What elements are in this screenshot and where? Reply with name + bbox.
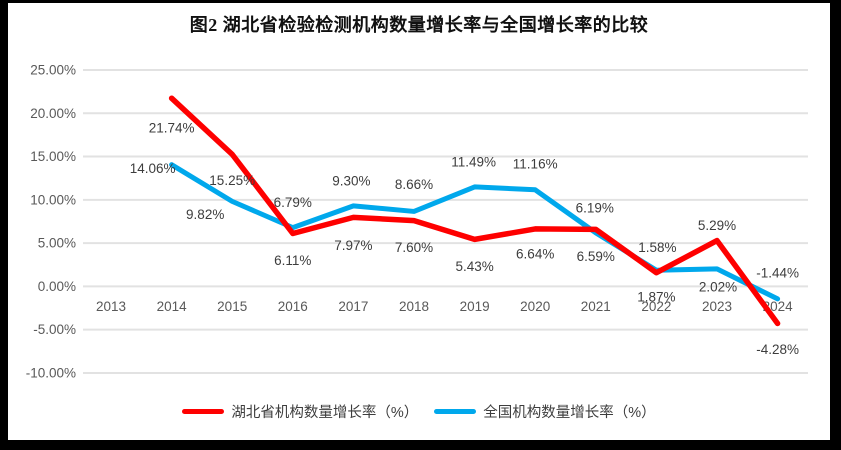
data-label: 2.02% <box>699 279 737 294</box>
data-label: 8.66% <box>395 177 433 192</box>
x-axis-tick-label: 2023 <box>702 299 732 314</box>
data-label: 6.11% <box>274 253 311 268</box>
data-label: 5.43% <box>455 259 493 274</box>
data-label: 1.87% <box>637 290 675 305</box>
legend-label-national: 全国机构数量增长率（%） <box>483 405 656 421</box>
y-axis-tick-label: -5.00% <box>33 322 76 337</box>
legend-marker-national <box>434 409 477 414</box>
y-axis-tick-label: 20.00% <box>30 106 76 121</box>
legend: 湖北省机构数量增长率（%） 全国机构数量增长率（%） <box>8 401 830 422</box>
data-label: 15.25% <box>209 173 255 188</box>
data-label: 11.16% <box>513 156 558 171</box>
legend-item-national: 全国机构数量增长率（%） <box>434 401 656 422</box>
chart-card: 图2 湖北省检验检测机构数量增长率与全国增长率的比较 25.00% 20.00% 1… <box>8 3 830 440</box>
data-label: 9.82% <box>186 207 224 222</box>
x-axis-tick-label: 2015 <box>217 299 247 314</box>
line-chart: 25.00% 20.00% 15.00% 10.00% 5.00% 0.00% -5.00%… <box>26 62 808 380</box>
data-label: 11.49% <box>451 154 496 169</box>
data-label: 6.64% <box>516 246 554 261</box>
y-axis-tick-label: 0.00% <box>38 279 76 294</box>
legend-label-hubei: 湖北省机构数量增长率（%） <box>231 405 419 421</box>
data-label: 21.74% <box>149 121 195 136</box>
data-label: 5.29% <box>698 218 736 233</box>
y-axis-tick-label: -10.00% <box>26 365 76 380</box>
data-label: 1.58% <box>638 240 676 255</box>
data-label: 7.97% <box>334 238 372 253</box>
data-label: 14.06% <box>130 161 176 176</box>
data-label: 6.79% <box>274 195 312 210</box>
x-axis-tick-label: 2013 <box>96 299 126 314</box>
x-axis-tick-label: 2021 <box>581 299 611 314</box>
chart-title: 图2 湖北省检验检测机构数量增长率与全国增长率的比较 <box>189 15 649 35</box>
data-label: -4.28% <box>756 342 799 357</box>
legend-item-hubei: 湖北省机构数量增长率（%） <box>182 401 418 422</box>
y-axis-tick-label: 5.00% <box>38 236 76 251</box>
series-line-hubei <box>168 95 781 327</box>
data-label: 6.19% <box>576 200 614 215</box>
y-axis-tick-label: 25.00% <box>30 62 76 77</box>
x-axis-tick-label: 2017 <box>338 299 368 314</box>
x-axis-tick-label: 2020 <box>520 299 550 314</box>
x-axis-tick-label: 2019 <box>460 299 490 314</box>
x-axis-tick-label: 2016 <box>278 299 308 314</box>
data-label: 7.60% <box>395 240 433 255</box>
data-label: -1.44% <box>756 265 799 280</box>
data-label: 9.30% <box>332 173 370 188</box>
x-axis-tick-label: 2022 <box>641 299 671 314</box>
x-axis-tick-label: 2018 <box>399 299 429 314</box>
y-axis-tick-label: 15.00% <box>30 149 76 164</box>
legend-marker-hubei <box>182 409 225 414</box>
x-axis-tick-label: 2014 <box>157 299 188 314</box>
y-axis-tick-label: 10.00% <box>30 192 76 207</box>
series-line-national <box>169 162 781 302</box>
data-label: 6.59% <box>577 249 615 264</box>
